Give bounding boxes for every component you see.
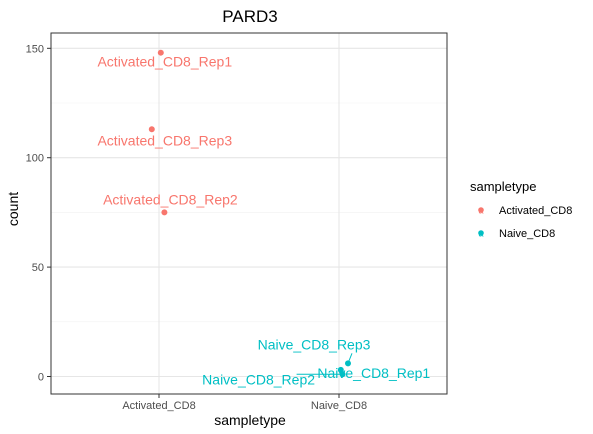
y-tick-label: 100	[26, 153, 44, 165]
data-point	[161, 209, 168, 216]
chart-axes: 0 50 100 150 Activated_CD8 Naive_CD8	[26, 43, 367, 412]
legend-item-naive: a Naive_CD8	[478, 228, 555, 240]
data-point	[148, 126, 155, 133]
y-axis-title: count	[5, 192, 21, 226]
panel-border	[50, 32, 448, 395]
data-point	[339, 371, 346, 378]
chart-marks: Activated_CD8_Rep1 Activated_CD8_Rep3 Acti…	[97, 49, 430, 387]
legend-label-activated: Activated_CD8	[499, 205, 572, 217]
data-point	[157, 49, 164, 56]
panel-grid	[51, 33, 447, 394]
chart-title: PARD3	[222, 7, 277, 26]
y-tick-label: 50	[32, 262, 44, 274]
legend-item-activated: a Activated_CD8	[478, 205, 572, 217]
x-tick-label: Naive_CD8	[311, 400, 367, 412]
y-tick-label: 150	[26, 43, 44, 55]
legend: sampletype a Activated_CD8 a Naive_CD8	[470, 179, 572, 240]
legend-key-letter-activated: a	[478, 206, 483, 216]
point-label: Activated_CD8_Rep1	[97, 54, 232, 70]
point-label: Activated_CD8_Rep2	[103, 191, 238, 207]
point-label: Activated_CD8_Rep3	[97, 132, 232, 148]
legend-title: sampletype	[470, 179, 536, 194]
data-point	[345, 360, 351, 367]
point-label: Naive_CD8_Rep2	[202, 371, 315, 387]
point-label: Naive_CD8_Rep3	[258, 336, 371, 352]
legend-label-naive: Naive_CD8	[499, 228, 555, 240]
x-axis-title: sampletype	[214, 412, 286, 428]
point-label: Naive_CD8_Rep1	[317, 365, 430, 381]
x-tick-label: Activated_CD8	[122, 400, 195, 412]
legend-key-activated	[478, 207, 484, 213]
y-tick-label: 0	[38, 371, 44, 383]
legend-key-naive	[478, 230, 484, 236]
legend-key-letter-naive: a	[478, 229, 483, 239]
